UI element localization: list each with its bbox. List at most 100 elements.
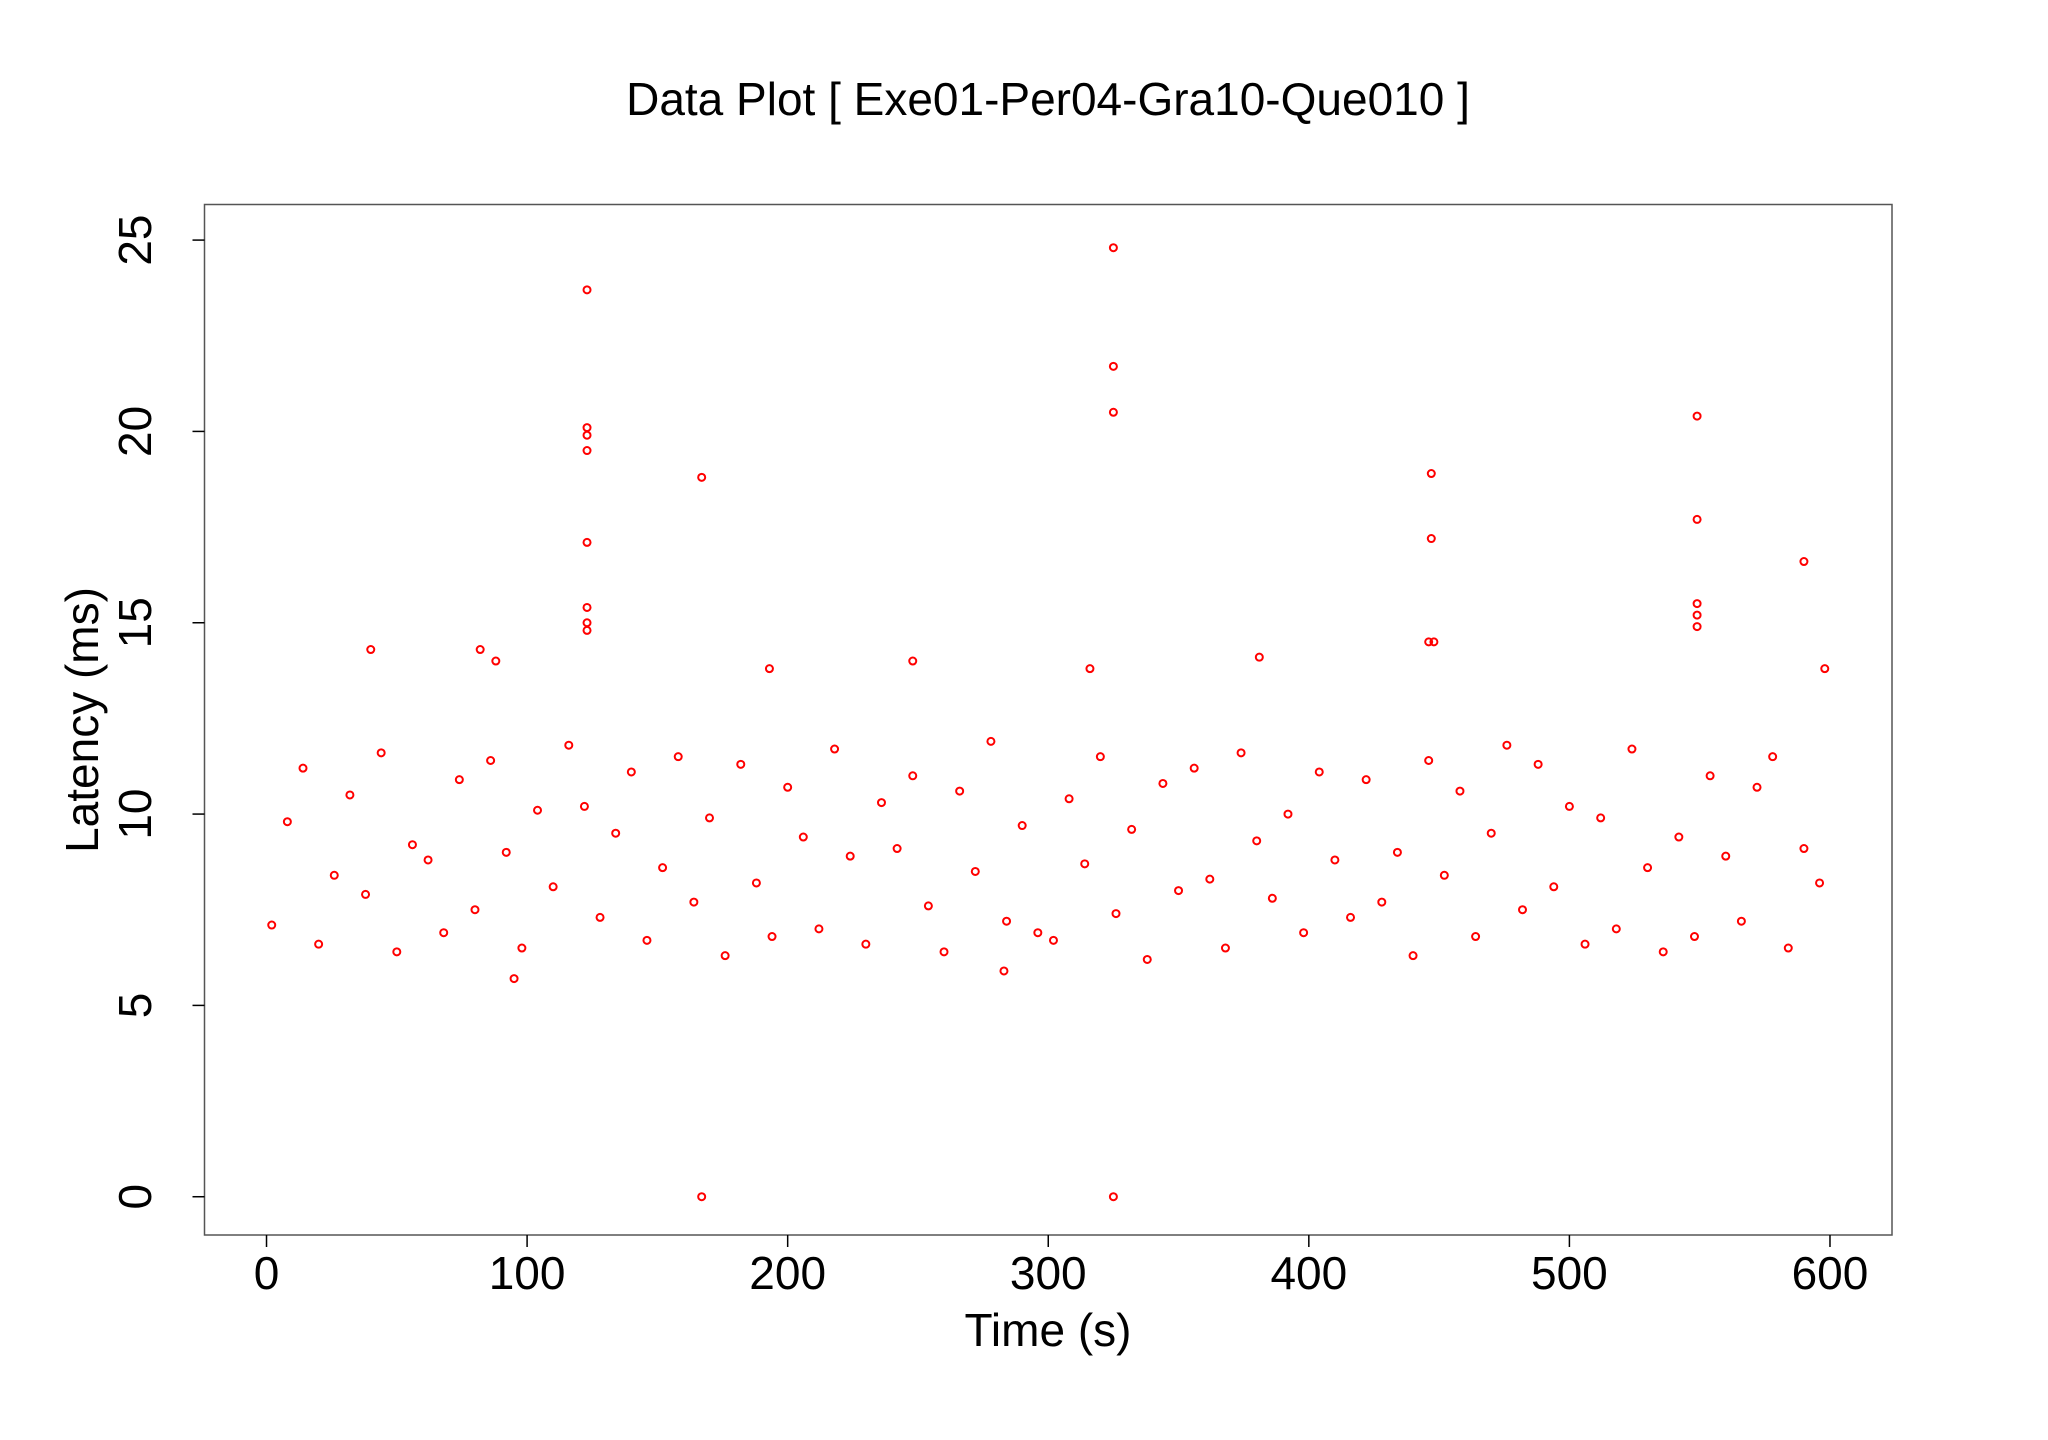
x-tick-label: 0: [254, 1247, 280, 1299]
point: [1426, 469, 1436, 479]
point: [673, 752, 683, 762]
point: [1048, 935, 1058, 945]
point: [1752, 782, 1762, 792]
point: [486, 756, 496, 766]
x-tick-label: 600: [1792, 1247, 1869, 1299]
point: [1721, 851, 1731, 861]
point: [1108, 361, 1118, 371]
x-tick-label: 500: [1531, 1247, 1608, 1299]
point: [582, 625, 592, 635]
point: [1111, 909, 1121, 919]
point: [1267, 893, 1277, 903]
point: [267, 920, 277, 930]
point: [1205, 874, 1215, 884]
point: [1674, 832, 1684, 842]
point: [876, 798, 886, 808]
y-tick-label: 20: [109, 406, 161, 457]
point: [970, 866, 980, 876]
point: [1108, 243, 1118, 253]
point: [1692, 514, 1702, 524]
point: [1689, 932, 1699, 942]
point: [1108, 407, 1118, 417]
point: [582, 285, 592, 295]
y-tick-label: 25: [109, 215, 161, 266]
point: [501, 847, 511, 857]
point: [1643, 863, 1653, 873]
point: [366, 645, 376, 655]
point: [939, 947, 949, 957]
point: [1080, 859, 1090, 869]
point: [582, 618, 592, 628]
point: [517, 943, 527, 953]
point: [470, 905, 480, 915]
point: [1564, 801, 1574, 811]
chart-title: Data Plot [ Exe01-Per04-Gra10-Que010 ]: [626, 73, 1470, 125]
point: [764, 664, 774, 674]
point: [1252, 836, 1262, 846]
point: [475, 645, 485, 655]
point: [1142, 954, 1152, 964]
point: [689, 897, 699, 907]
point: [582, 423, 592, 433]
point: [1283, 809, 1293, 819]
point: [595, 912, 605, 922]
point: [1158, 778, 1168, 788]
point: [1424, 637, 1434, 647]
point: [345, 790, 355, 800]
point: [361, 889, 371, 899]
point: [1033, 928, 1043, 938]
point: [1064, 794, 1074, 804]
point: [533, 805, 543, 815]
point: [1692, 622, 1702, 632]
point: [439, 928, 449, 938]
point: [1377, 897, 1387, 907]
point: [1471, 932, 1481, 942]
point: [509, 974, 519, 984]
x-axis-label: Time (s): [965, 1304, 1132, 1356]
point: [1580, 939, 1590, 949]
point: [1174, 886, 1184, 896]
point: [564, 740, 574, 750]
x-tick-label: 400: [1270, 1247, 1347, 1299]
point: [1692, 411, 1702, 421]
point: [392, 947, 402, 957]
point: [642, 935, 652, 945]
point: [814, 924, 824, 934]
point: [582, 446, 592, 456]
point: [626, 767, 636, 777]
point: [1439, 870, 1449, 880]
point: [908, 771, 918, 781]
point: [1002, 916, 1012, 926]
point: [491, 656, 501, 666]
point: [767, 932, 777, 942]
point: [1254, 652, 1264, 662]
point: [1611, 924, 1621, 934]
point: [423, 855, 433, 865]
point: [329, 870, 339, 880]
point: [548, 882, 558, 892]
point: [582, 602, 592, 612]
x-tick-label: 100: [489, 1247, 566, 1299]
point: [1692, 610, 1702, 620]
point: [1783, 943, 1793, 953]
point: [892, 844, 902, 854]
point: [697, 1192, 707, 1202]
point: [1549, 882, 1559, 892]
point: [611, 828, 621, 838]
point: [1361, 775, 1371, 785]
point: [798, 832, 808, 842]
y-axis-label: Latency (ms): [56, 587, 108, 853]
point: [1820, 664, 1830, 674]
point: [1502, 740, 1512, 750]
point: [751, 878, 761, 888]
point: [704, 813, 714, 823]
point: [579, 801, 589, 811]
point: [908, 656, 918, 666]
point: [1095, 752, 1105, 762]
plot-frame: [203, 203, 1893, 1236]
y-tick-label: 5: [109, 993, 161, 1019]
point: [376, 748, 386, 758]
point: [1705, 771, 1715, 781]
point: [1236, 748, 1246, 758]
